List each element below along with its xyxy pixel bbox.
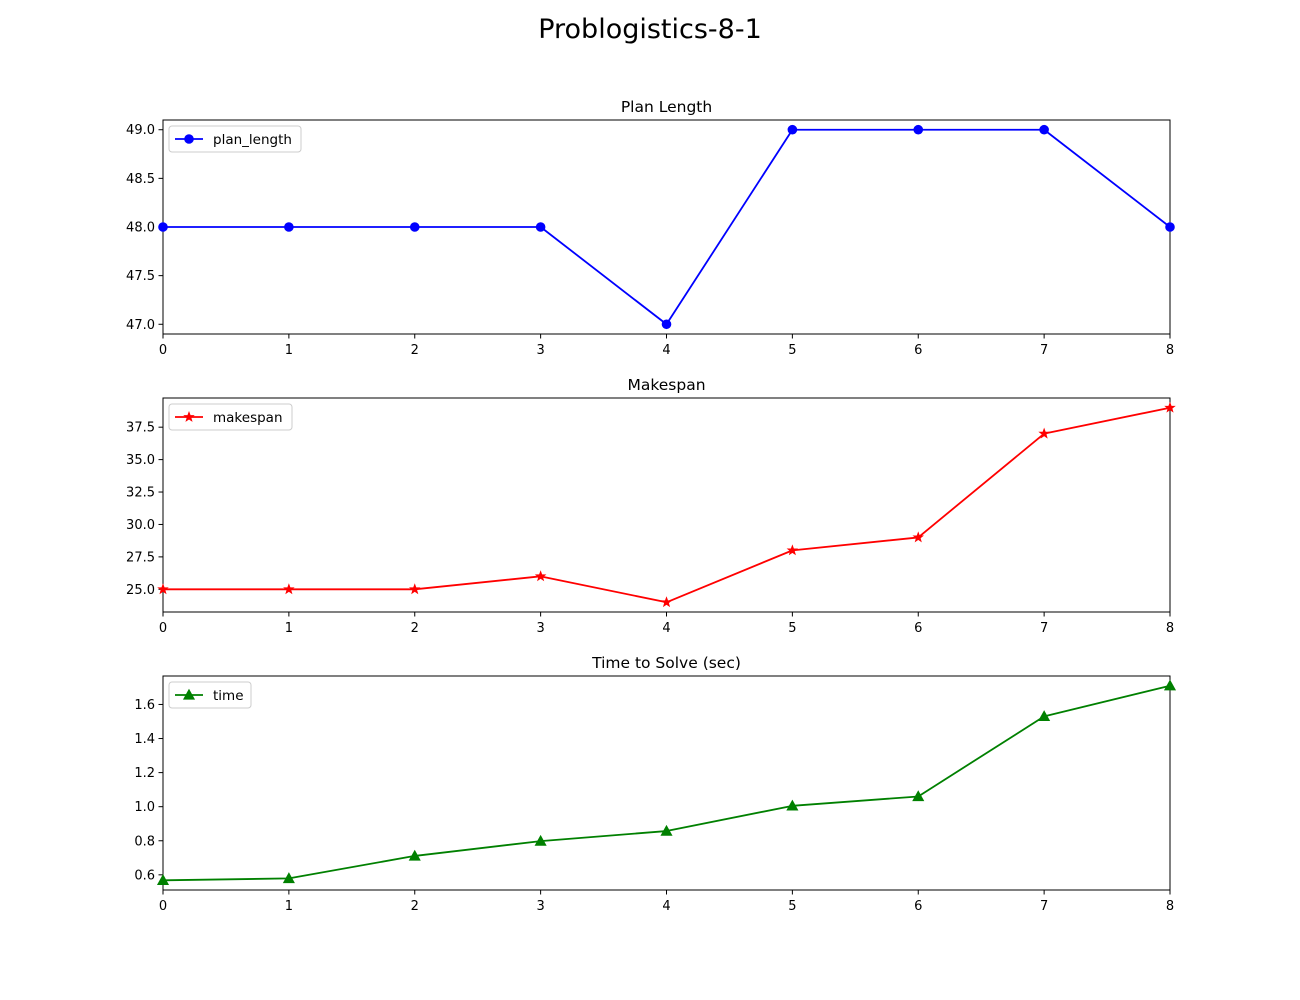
data-point (535, 222, 546, 232)
data-point (284, 222, 294, 232)
y-tick-label: 47.0 (126, 318, 155, 333)
data-point (786, 799, 799, 811)
x-tick-label: 3 (536, 621, 544, 636)
y-tick-label: 1.4 (134, 732, 155, 747)
subplot-title: Plan Length (621, 98, 712, 116)
x-tick-label: 1 (285, 899, 293, 914)
y-tick-label: 35.0 (126, 453, 155, 468)
data-point (912, 531, 925, 543)
y-tick-label: 49.0 (126, 123, 155, 138)
subplot-title: Makespan (627, 376, 705, 394)
data-point (660, 596, 673, 608)
data-point (1039, 124, 1049, 135)
data-point (1164, 401, 1176, 413)
x-tick-label: 6 (914, 899, 922, 914)
y-tick-label: 37.5 (126, 421, 155, 436)
x-tick-label: 4 (662, 343, 670, 358)
data-point (1163, 679, 1177, 691)
x-tick-label: 2 (411, 621, 419, 636)
data-point (534, 834, 547, 846)
y-tick-label: 25.0 (126, 583, 155, 598)
data-point (1038, 710, 1051, 722)
y-tick-label: 0.6 (134, 868, 155, 883)
data-point (534, 570, 547, 582)
data-point (282, 872, 295, 884)
x-tick-label: 1 (285, 343, 293, 358)
y-tick-label: 30.0 (126, 518, 155, 533)
x-tick-label: 6 (914, 343, 922, 358)
data-point (913, 124, 924, 135)
x-tick-label: 3 (536, 899, 544, 914)
y-tick-label: 1.6 (134, 698, 155, 713)
x-tick-label: 0 (159, 899, 167, 914)
subplot-title: Time to Solve (sec) (591, 654, 741, 672)
y-tick-label: 47.5 (126, 269, 155, 284)
series-line-time (162, 684, 1171, 882)
y-tick-label: 32.5 (126, 486, 155, 501)
legend-label: makespan (213, 410, 283, 426)
data-point (1165, 222, 1175, 232)
series-line-plan_length (163, 128, 1171, 326)
y-tick-label: 0.8 (134, 834, 155, 849)
data-point (660, 824, 673, 836)
data-point (158, 222, 168, 232)
x-tick-label: 7 (1040, 621, 1048, 636)
x-tick-label: 8 (1166, 343, 1174, 358)
x-tick-label: 0 (159, 343, 167, 358)
legend-marker (182, 688, 196, 700)
axes-frame (162, 675, 1171, 891)
data-point (787, 124, 798, 135)
x-tick-label: 0 (159, 621, 167, 636)
data-point (912, 790, 925, 802)
x-tick-label: 8 (1166, 899, 1174, 914)
legend-marker (183, 410, 195, 422)
x-tick-label: 7 (1040, 343, 1048, 358)
data-point (1038, 427, 1050, 439)
figure-suptitle: Problogistics-8-1 (538, 14, 762, 45)
legend-marker (184, 134, 194, 144)
data-point (408, 849, 421, 861)
axes-frame (162, 397, 1171, 613)
subplot-3: Time to Solve (sec) 0 1 2 3 4 5 6 7 8 0.6 0.8 1.0 1.2… (134, 654, 1177, 914)
x-tick-label: 1 (285, 621, 293, 636)
x-tick-label: 5 (788, 899, 796, 914)
y-tick-label: 48.5 (126, 172, 155, 187)
subplot-1: Plan Length 0 1 2 3 4 5 6 7 8 47.0 47.5 48.0 48.5 49.0… (126, 98, 1175, 358)
data-point (283, 583, 295, 595)
x-tick-label: 2 (411, 899, 419, 914)
x-tick-label: 8 (1166, 621, 1174, 636)
x-tick-label: 4 (662, 621, 670, 636)
legend-box (168, 403, 293, 431)
legend-label: plan_length (213, 132, 292, 148)
data-point (661, 319, 672, 330)
x-tick-label: 3 (536, 343, 544, 358)
subplot-2: Makespan 0 1 2 3 4 5 6 7 8 25.0 27.5 30.0 32.5 35.0 37.… (126, 376, 1176, 636)
x-tick-label: 5 (788, 621, 796, 636)
y-tick-label: 27.5 (126, 550, 155, 565)
y-tick-label: 1.0 (134, 800, 155, 815)
legend-label: time (213, 688, 244, 704)
x-tick-label: 7 (1040, 899, 1048, 914)
x-tick-label: 2 (411, 343, 419, 358)
data-point (157, 583, 169, 595)
x-tick-label: 5 (788, 343, 796, 358)
y-tick-label: 48.0 (126, 221, 155, 236)
y-tick-label: 1.2 (134, 766, 155, 781)
x-tick-label: 4 (662, 899, 670, 914)
series-line-makespan (163, 406, 1171, 604)
data-point (408, 583, 421, 595)
x-tick-label: 6 (914, 621, 922, 636)
data-point (156, 874, 170, 885)
legend-box (168, 125, 302, 153)
data-point (786, 544, 799, 556)
data-point (409, 222, 420, 232)
legend-box (168, 681, 252, 709)
